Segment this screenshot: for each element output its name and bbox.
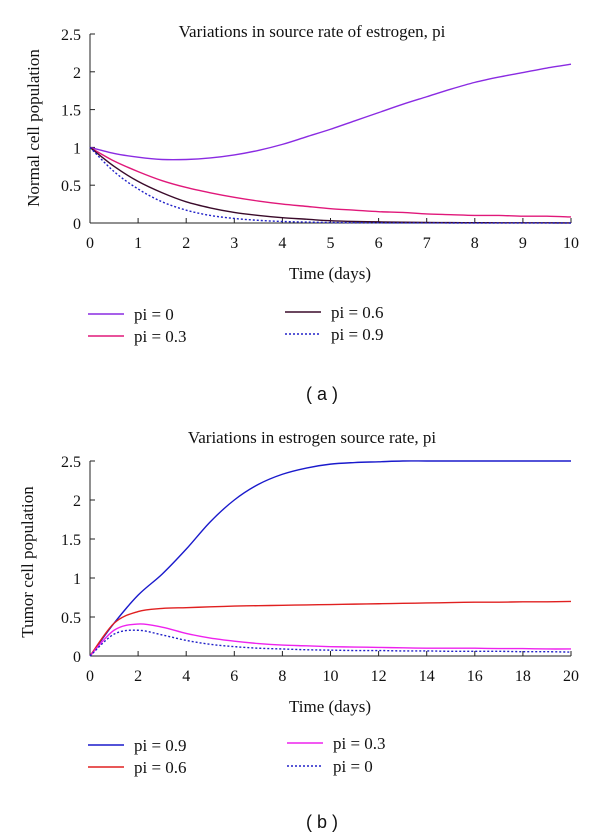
panel-a-ylabel: Normal cell population	[24, 49, 43, 207]
panel-b-title: Variations in estrogen source rate, pi	[188, 428, 437, 447]
panel-b-axes: 0 2 4 6 8 10 12 14 16 18 20 0 0.5 1 1.5 2 2.5	[61, 454, 579, 685]
panel-a-x-tick-label: 0	[86, 235, 94, 252]
panel-b-x-tick-label: 20	[563, 668, 579, 685]
panel-a-y-tick-label: 2	[73, 65, 81, 82]
panel-a-legend-label: pi = 0.3	[134, 327, 187, 346]
panel-b-legend-label: pi = 0.6	[134, 758, 187, 777]
panel-a-y-tick-label: 1	[73, 140, 81, 157]
panel-a-series-line-2	[89, 146, 572, 218]
panel-b-legend-label: pi = 0.9	[134, 736, 187, 755]
panel-a-axes: 0 1 2 3 4 5 6 7 8 9 10 0 0.5 1 1.5 2 2.5	[61, 27, 579, 252]
panel-a-y-tick-label: 2.5	[61, 27, 81, 44]
panel-b-x-tick-label: 6	[230, 668, 238, 685]
panel-a-legend: pi = 0 pi = 0.3 pi = 0.6 pi = 0.9	[88, 303, 384, 346]
panel-b-x-tick-label: 10	[323, 668, 339, 685]
panel-b-series-line-1	[89, 460, 571, 657]
panel-b-legend-label: pi = 0.3	[333, 734, 386, 753]
panel-b-x-tick-label: 12	[371, 668, 387, 685]
panel-b-x-tick-label: 8	[278, 668, 286, 685]
panel-a-x-tick-label: 8	[471, 235, 479, 252]
panel-b-x-tick-label: 2	[134, 668, 142, 685]
panel-a-legend-label: pi = 0.9	[331, 325, 384, 344]
panel-b-series	[89, 460, 572, 657]
panel-a-series	[89, 63, 572, 224]
panel-b-y-tick-label: 0	[73, 649, 81, 666]
panel-a-series-line-4	[89, 146, 571, 224]
panel-a-x-tick-label: 3	[230, 235, 238, 252]
panel-b-y-tick-label: 1.5	[61, 532, 81, 549]
panel-b-series-line-2	[89, 600, 572, 657]
panel-b-y-tick-label: 0.5	[61, 610, 81, 627]
panel-a-x-tick-label: 1	[134, 235, 142, 252]
panel-b-ylabel: Tumor cell population	[18, 486, 37, 638]
panel-a-x-tick-label: 2	[182, 235, 190, 252]
panel-b-x-tick-label: 18	[515, 668, 531, 685]
panel-b-series-line-4	[89, 629, 572, 657]
panel-b: Variations in estrogen source rate, pi T…	[18, 428, 579, 832]
panel-a-legend-label: pi = 0.6	[331, 303, 384, 322]
panel-a-y-tick-label: 0	[73, 216, 81, 233]
panel-b-y-tick-label: 2	[73, 493, 81, 510]
panel-b-x-tick-label: 14	[419, 668, 435, 685]
panel-a-y-tick-label: 1.5	[61, 103, 81, 120]
panel-a-y-tick-label: 0.5	[61, 178, 81, 195]
panel-a-caption: ( a )	[306, 384, 338, 404]
panel-b-legend: pi = 0.9 pi = 0.6 pi = 0.3 pi = 0	[88, 734, 386, 777]
panel-a-series-line-3	[89, 146, 572, 224]
panel-b-legend-label: pi = 0	[333, 757, 373, 776]
panel-a-x-tick-label: 4	[278, 235, 286, 252]
panel-b-y-tick-label: 1	[73, 571, 81, 588]
panel-a-x-tick-label: 7	[423, 235, 431, 252]
panel-a-x-tick-label: 6	[375, 235, 383, 252]
panel-a-series-line-1	[89, 63, 572, 161]
panel-a-legend-label: pi = 0	[134, 305, 174, 324]
panel-a-xlabel: Time (days)	[289, 264, 371, 283]
panel-a: Variations in source rate of estrogen, p…	[24, 22, 579, 404]
panel-b-xlabel: Time (days)	[289, 697, 371, 716]
panel-b-series-line-3	[89, 623, 572, 657]
panel-b-x-tick-label: 0	[86, 668, 94, 685]
panel-b-y-tick-label: 2.5	[61, 454, 81, 471]
panel-b-caption: ( b )	[306, 812, 338, 832]
panel-a-title: Variations in source rate of estrogen, p…	[179, 22, 446, 41]
panel-b-x-tick-label: 4	[182, 668, 190, 685]
panel-b-x-tick-label: 16	[467, 668, 483, 685]
panel-a-x-tick-label: 5	[327, 235, 335, 252]
panel-a-x-tick-label: 9	[519, 235, 527, 252]
panel-a-x-tick-label: 10	[563, 235, 579, 252]
